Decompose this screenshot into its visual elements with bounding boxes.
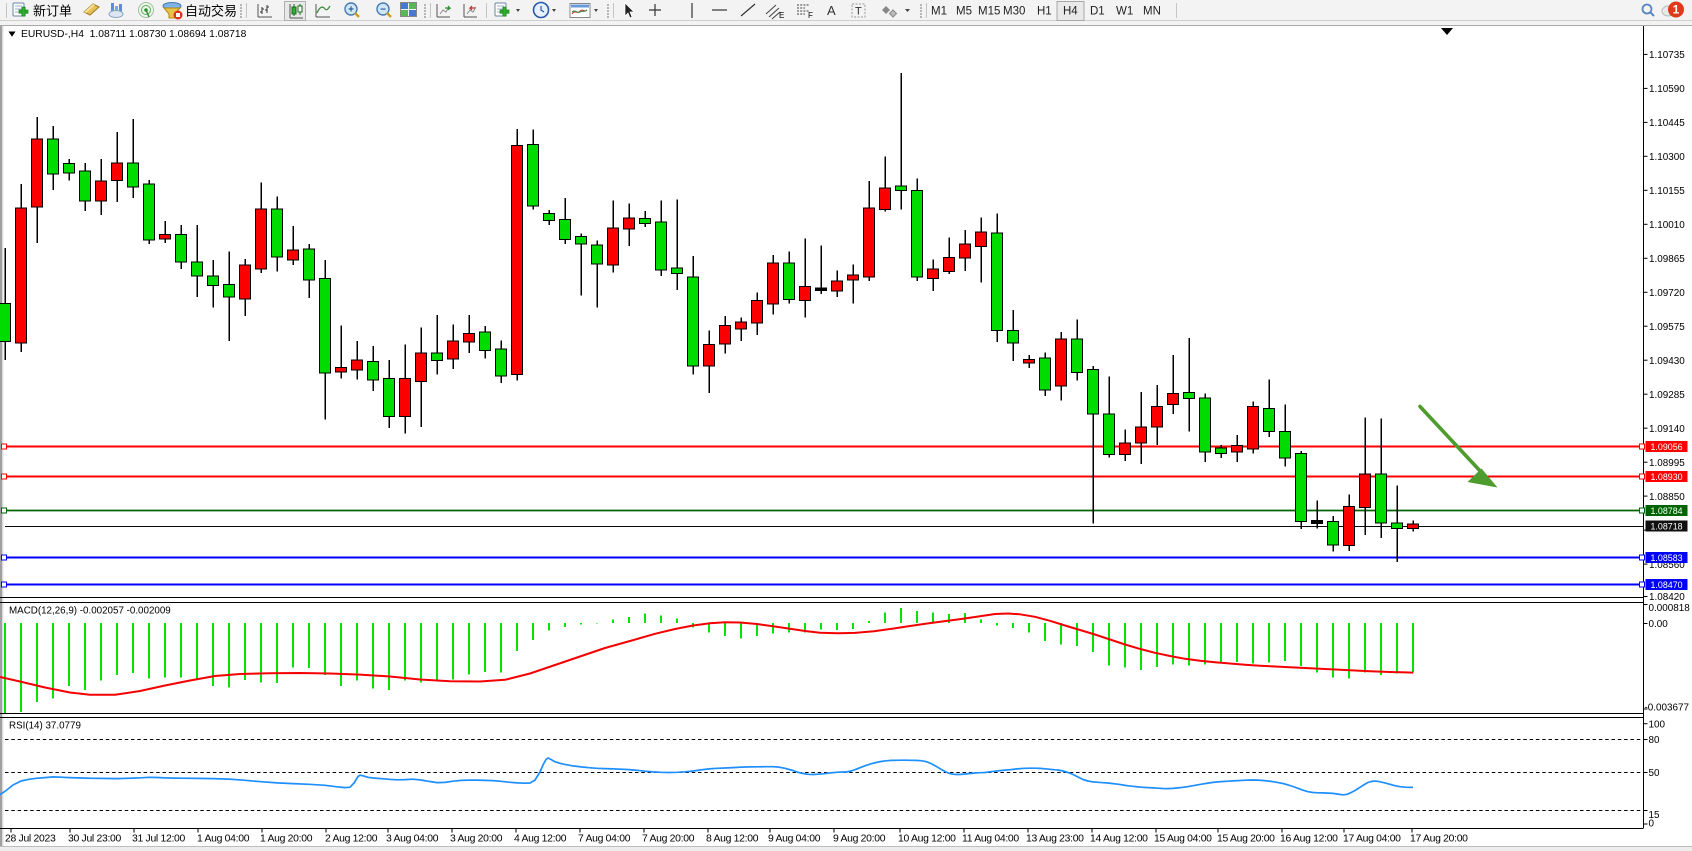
svg-text:1.10155: 1.10155 — [1649, 186, 1685, 197]
svg-text:2 Aug 12:00: 2 Aug 12:00 — [325, 834, 378, 845]
svg-text:10 Aug 12:00: 10 Aug 12:00 — [898, 834, 956, 845]
svg-text:9 Aug 04:00: 9 Aug 04:00 — [768, 834, 821, 845]
svg-text:1.09720: 1.09720 — [1649, 288, 1685, 299]
svg-text:-0.003677: -0.003677 — [1645, 703, 1689, 714]
svg-text:100: 100 — [1649, 719, 1666, 730]
svg-text:M30: M30 — [1003, 6, 1025, 18]
svg-text:1.09575: 1.09575 — [1649, 322, 1685, 333]
svg-text:RSI(14) 37.0779: RSI(14) 37.0779 — [9, 721, 81, 732]
svg-text:M1: M1 — [931, 6, 947, 18]
svg-text:1.09430: 1.09430 — [1649, 356, 1685, 367]
svg-text:16 Aug 12:00: 16 Aug 12:00 — [1280, 834, 1338, 845]
svg-text:13 Aug 23:00: 13 Aug 23:00 — [1026, 834, 1084, 845]
svg-text:17 Aug 20:00: 17 Aug 20:00 — [1410, 834, 1468, 845]
svg-text:H1: H1 — [1037, 6, 1052, 18]
svg-text:9 Aug 20:00: 9 Aug 20:00 — [833, 834, 886, 845]
svg-text:1.10010: 1.10010 — [1649, 220, 1685, 231]
svg-text:7 Aug 20:00: 7 Aug 20:00 — [642, 834, 695, 845]
svg-text:H4: H4 — [1063, 6, 1078, 18]
svg-text:1.09865: 1.09865 — [1649, 254, 1685, 265]
svg-text:自动交易: 自动交易 — [185, 4, 237, 19]
svg-text:0.000818: 0.000818 — [1649, 603, 1691, 614]
svg-text:1.09285: 1.09285 — [1649, 390, 1685, 401]
svg-text:1.08560: 1.08560 — [1649, 560, 1685, 571]
svg-text:−: − — [380, 5, 386, 16]
svg-text:15 Aug 20:00: 15 Aug 20:00 — [1217, 834, 1275, 845]
svg-text:MN: MN — [1143, 6, 1161, 18]
svg-text:11 Aug 04:00: 11 Aug 04:00 — [962, 834, 1019, 845]
svg-text:1.08470: 1.08470 — [1651, 580, 1683, 590]
svg-text:T: T — [855, 6, 862, 18]
svg-text:1.09056: 1.09056 — [1651, 442, 1683, 452]
svg-text:D1: D1 — [1090, 6, 1105, 18]
svg-text:新订单: 新订单 — [33, 4, 72, 19]
svg-text:1.08420: 1.08420 — [1649, 592, 1685, 603]
svg-text:M5: M5 — [956, 6, 972, 18]
svg-text:1.09140: 1.09140 — [1649, 424, 1685, 435]
svg-text:1.10735: 1.10735 — [1649, 50, 1685, 61]
svg-text:EURUSD-,H4 1.08711 1.08730 1.: EURUSD-,H4 1.08711 1.08730 1.08694 1.087… — [21, 29, 247, 40]
svg-text:MACD(12,26,9) -0.002057 -0.002: MACD(12,26,9) -0.002057 -0.002009 — [9, 606, 171, 617]
svg-text:3 Aug 20:00: 3 Aug 20:00 — [450, 834, 503, 845]
svg-text:0.00: 0.00 — [1649, 619, 1669, 630]
svg-text:8 Aug 12:00: 8 Aug 12:00 — [706, 834, 759, 845]
svg-text:15: 15 — [1649, 810, 1660, 821]
svg-text:0: 0 — [1649, 819, 1655, 830]
svg-text:80: 80 — [1649, 735, 1660, 746]
svg-text:A: A — [827, 3, 836, 18]
svg-text:17 Aug 04:00: 17 Aug 04:00 — [1343, 834, 1401, 845]
svg-text:14 Aug 12:00: 14 Aug 12:00 — [1090, 834, 1148, 845]
svg-text:M15: M15 — [978, 6, 1000, 18]
svg-text:W1: W1 — [1116, 6, 1133, 18]
svg-text:1 Aug 04:00: 1 Aug 04:00 — [197, 834, 250, 845]
svg-text:4 Aug 12:00: 4 Aug 12:00 — [514, 834, 567, 845]
svg-text:1.10300: 1.10300 — [1649, 152, 1685, 163]
svg-text:F: F — [808, 11, 813, 20]
svg-text:1 Aug 20:00: 1 Aug 20:00 — [260, 834, 313, 845]
svg-text:28 Jul 2023: 28 Jul 2023 — [5, 834, 56, 845]
svg-text:1.10445: 1.10445 — [1649, 118, 1685, 129]
svg-text:15 Aug 04:00: 15 Aug 04:00 — [1154, 834, 1212, 845]
svg-text:1.08995: 1.08995 — [1649, 458, 1685, 469]
svg-text:+: + — [348, 5, 354, 16]
svg-text:1.08718: 1.08718 — [1651, 522, 1683, 532]
svg-text:3 Aug 04:00: 3 Aug 04:00 — [386, 834, 439, 845]
svg-text:1.10590: 1.10590 — [1649, 84, 1685, 95]
svg-text:E: E — [779, 11, 784, 20]
svg-text:30 Jul 23:00: 30 Jul 23:00 — [68, 834, 122, 845]
svg-text:1.08583: 1.08583 — [1651, 553, 1683, 563]
svg-text:1.08784: 1.08784 — [1651, 506, 1683, 516]
svg-text:50: 50 — [1649, 768, 1660, 779]
svg-text:31 Jul 12:00: 31 Jul 12:00 — [132, 834, 186, 845]
svg-text:1.08930: 1.08930 — [1651, 472, 1683, 482]
svg-text:7 Aug 04:00: 7 Aug 04:00 — [578, 834, 631, 845]
svg-text:1.08850: 1.08850 — [1649, 492, 1685, 503]
svg-text:1: 1 — [1673, 3, 1680, 17]
